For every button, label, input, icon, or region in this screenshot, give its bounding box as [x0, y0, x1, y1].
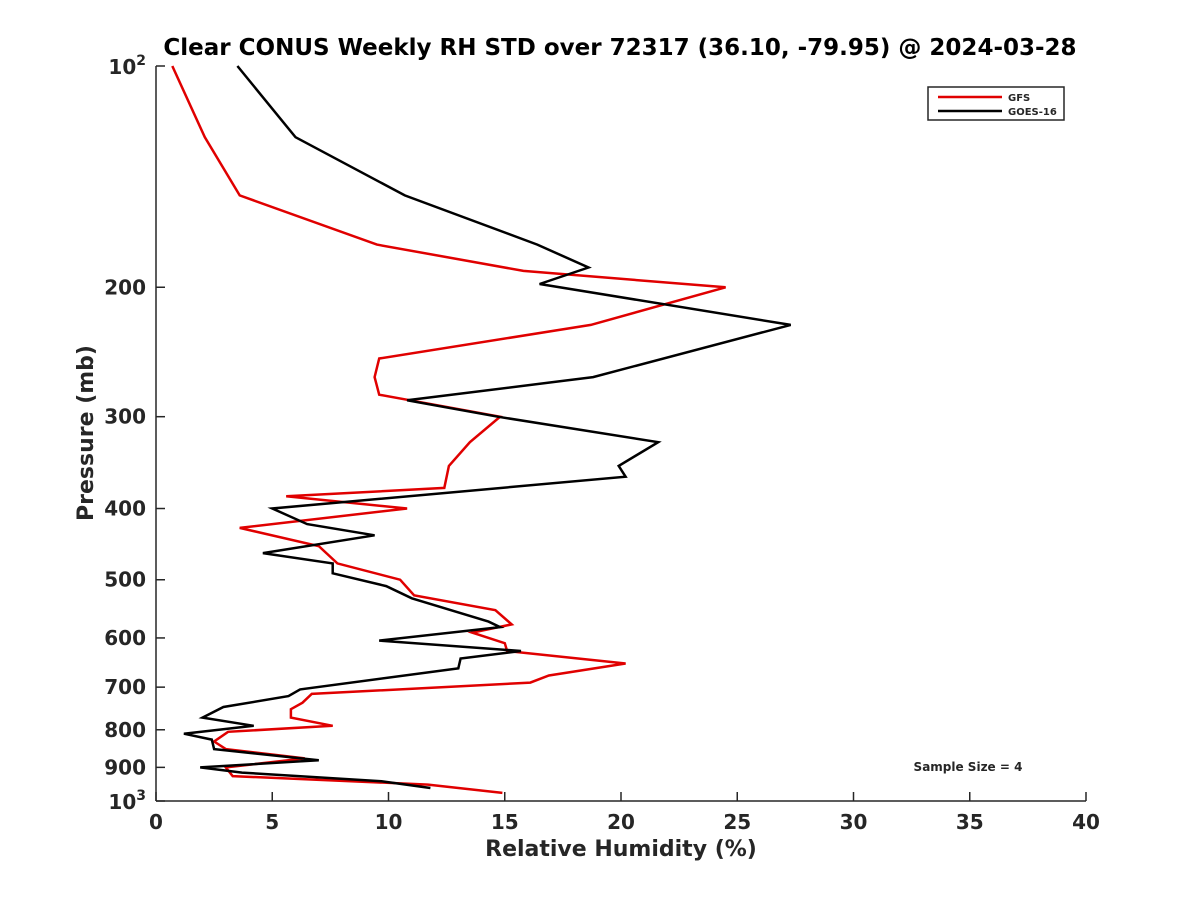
y-tick-base: 10	[108, 790, 136, 814]
series-line-goes16	[183, 65, 792, 790]
x-tick-label: 25	[723, 810, 751, 834]
y-tick-label-power: 103	[108, 788, 146, 814]
x-tick-label: 5	[265, 810, 279, 834]
legend-label-gfs: GFS	[1008, 93, 1030, 104]
x-tick-label: 15	[491, 810, 519, 834]
sample-size-annotation: Sample Size = 4	[914, 760, 1023, 774]
y-tick-label: 900	[104, 755, 146, 779]
x-tick-label: 40	[1072, 810, 1100, 834]
y-tick-label: 500	[104, 568, 146, 592]
y-tick-label: 700	[104, 675, 146, 699]
x-tick-label: 35	[956, 810, 984, 834]
y-tick-label: 600	[104, 626, 146, 650]
x-tick-label: 20	[607, 810, 635, 834]
y-tick-label: 400	[104, 497, 146, 521]
legend: GFS GOES-16	[927, 86, 1065, 121]
series-line-gfs	[171, 65, 726, 795]
x-tick-label: 0	[149, 810, 163, 834]
x-axis-ticks: 0 5 10 15 20 25 30 35 40	[149, 792, 1100, 834]
x-tick-label: 10	[375, 810, 403, 834]
y-tick-label: 200	[104, 275, 146, 299]
y-axis-label: Pressure (mb)	[74, 345, 99, 521]
y-tick-label-power: 102	[108, 53, 146, 79]
legend-label-goes16: GOES-16	[1008, 107, 1057, 118]
y-tick-exponent: 2	[136, 53, 146, 69]
y-tick-exponent: 3	[136, 788, 146, 804]
y-tick-label: 300	[104, 405, 146, 429]
x-axis-label: Relative Humidity (%)	[485, 837, 757, 862]
x-tick-label: 30	[840, 810, 868, 834]
y-tick-base: 10	[108, 55, 136, 79]
y-tick-label: 800	[104, 718, 146, 742]
chart-title: Clear CONUS Weekly RH STD over 72317 (36…	[163, 35, 1076, 61]
legend-box	[927, 86, 1065, 121]
series-layer	[171, 65, 792, 795]
